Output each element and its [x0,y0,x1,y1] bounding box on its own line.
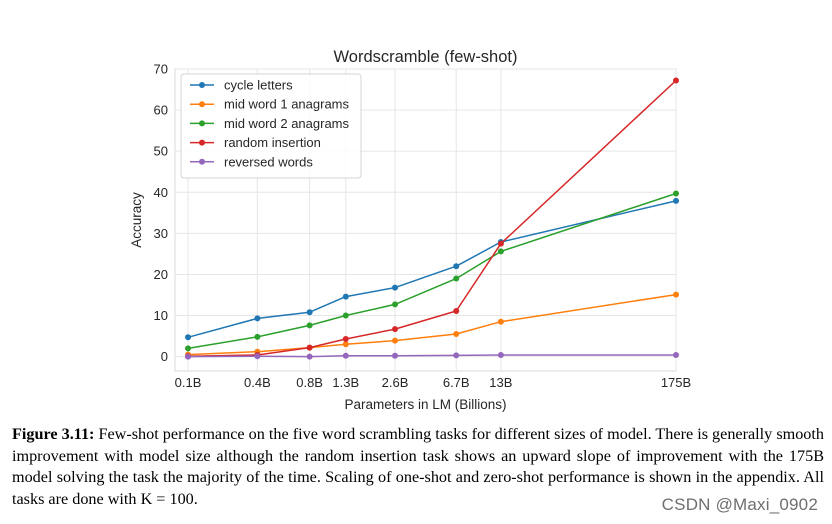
chart: 0 10 20 30 40 50 60 70 0.1B 0.4B 0.8B 1.3B 2.6B 6.7B 1… [129,48,692,412]
x-tick-label: 1.3B [332,375,359,390]
y-tick-label: 50 [154,144,168,159]
data-point [497,240,504,247]
legend-box [180,73,362,179]
series-layer [185,77,679,360]
data-point [453,263,460,270]
series-cycle-letters [185,197,679,341]
y-tick-label: 60 [154,103,168,118]
watermark: CSDN @Maxi_0902 [661,495,818,514]
series-line [187,79,677,357]
data-point [306,344,313,351]
y-tick-label: 30 [154,226,168,241]
data-point [342,341,349,348]
data-point [306,309,313,316]
data-point [342,352,349,359]
y-axis-label: Accuracy [129,192,144,248]
data-point [453,308,460,315]
data-point [673,197,679,204]
legend-label: cycle letters [224,78,293,93]
legend-marker [199,101,205,108]
data-point [185,353,192,360]
data-point [453,275,460,282]
legend-item: random insertion [190,135,321,150]
data-point [497,351,504,358]
series-line [187,354,676,358]
data-point [254,353,261,360]
x-tick-label: 0.1B [175,375,202,390]
y-tick-label: 20 [154,267,168,282]
legend-label: mid word 2 anagrams [224,116,349,131]
x-tick-label: 0.8B [296,375,323,390]
series-reversed-words [185,351,679,360]
data-point [673,77,679,84]
data-point [306,353,313,360]
y-tick-label: 40 [154,185,168,200]
data-point [392,284,399,291]
legend: cycle letters mid word 1 anagrams mid word… [180,73,362,179]
data-point [342,312,349,319]
data-point [342,293,349,300]
data-point [254,333,261,340]
data-point [673,351,679,358]
x-tick-label: 2.6B [382,375,409,390]
data-point [185,334,192,341]
legend-label: random insertion [224,135,321,150]
legend-item: reversed words [190,154,313,169]
data-point [254,315,261,322]
data-point [392,326,399,333]
data-point [185,345,192,352]
legend-marker [199,158,205,165]
legend-label: mid word 1 anagrams [224,97,349,112]
data-point [453,331,460,338]
caption-label: Figure 3.11: [12,425,95,443]
x-tick-label: 13B [489,375,512,390]
data-point [342,335,349,342]
x-axis-label: Parameters in LM (Billions) [344,397,506,412]
data-point [392,337,399,344]
data-point [673,190,679,197]
figure-caption: Figure 3.11: Few-shot performance on the… [12,424,824,510]
x-tick-label: 175B [661,375,691,390]
series-line [187,293,677,356]
legend-marker [199,120,205,127]
data-point [673,291,679,298]
y-tick-label: 10 [154,308,168,323]
chart-title: Wordscramble (few-shot) [334,48,518,66]
data-point [453,352,460,359]
tick-layer: 0 10 20 30 40 50 60 70 0.1B 0.4B 0.8B 1.3B 2.6B 6.7B 1… [154,62,692,391]
x-tick-label: 6.7B [443,375,470,390]
data-point [497,248,504,255]
legend-marker [199,139,205,146]
legend-item: mid word 1 anagrams [190,97,349,112]
y-tick-label: 70 [154,62,168,77]
data-point [392,301,399,308]
x-tick-label: 0.4B [244,375,271,390]
series-line [187,200,677,339]
caption-text: Few-shot performance on the five word sc… [12,425,824,508]
legend-item: mid word 2 anagrams [190,116,349,131]
data-point [392,352,399,359]
data-point [306,322,313,329]
y-tick-label: 0 [161,349,168,364]
legend-item: cycle letters [190,78,293,93]
legend-marker [199,82,205,88]
data-point [497,318,504,325]
legend-label: reversed words [224,154,313,169]
